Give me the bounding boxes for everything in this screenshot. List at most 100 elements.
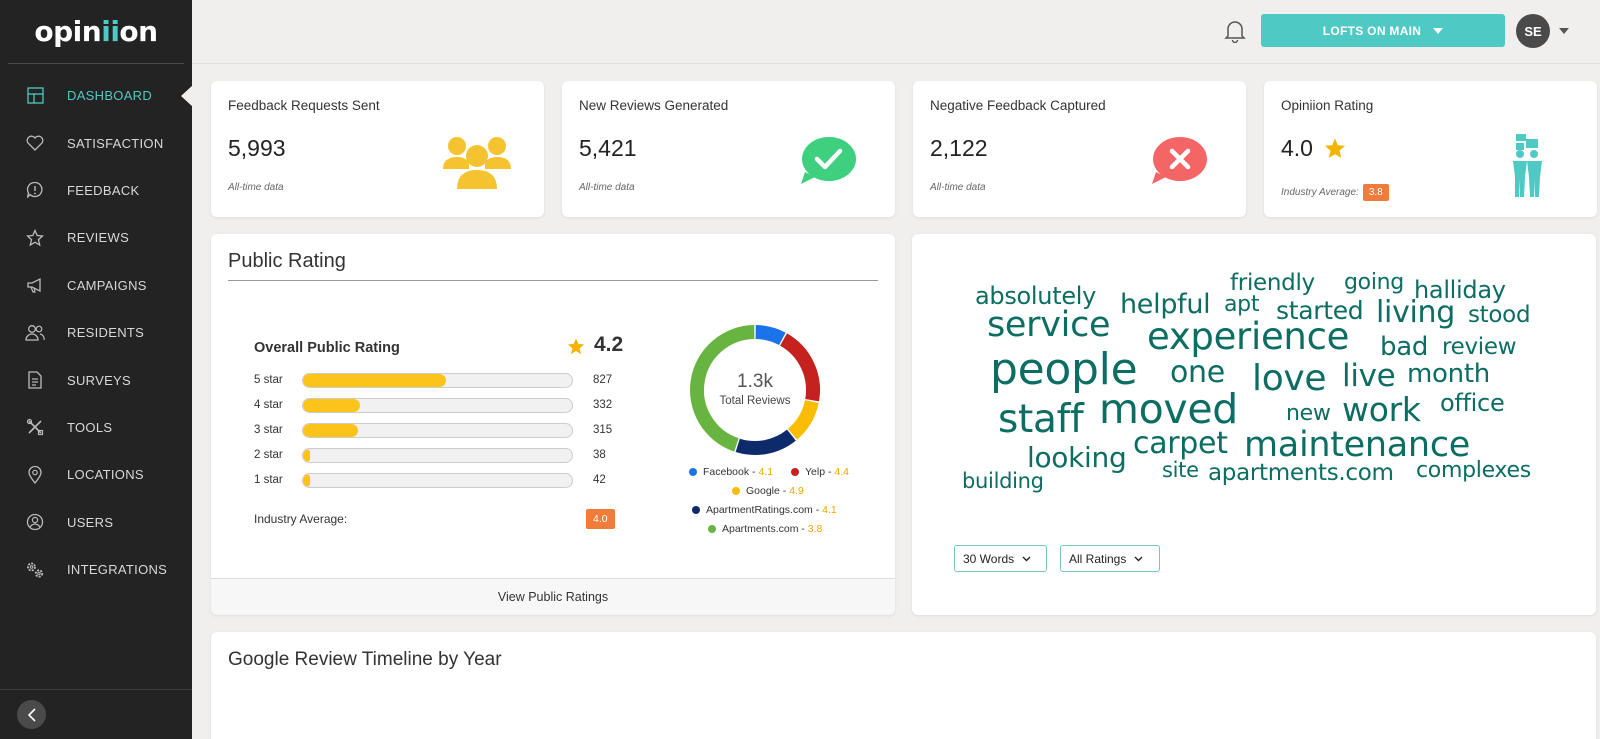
divider	[0, 689, 192, 690]
sidebar-item-tools[interactable]: TOOLS	[0, 404, 192, 451]
word-cloud-word[interactable]: halliday	[1414, 276, 1506, 304]
word-cloud-word[interactable]: work	[1342, 390, 1421, 429]
rating-bar-row: 4 star 332	[254, 397, 612, 413]
donut-segment-apartments-com[interactable]	[690, 325, 755, 452]
legend-label: ApartmentRatings.com	[706, 504, 813, 516]
word-cloud-word[interactable]: building	[962, 469, 1044, 493]
rating-bar-count: 332	[593, 399, 613, 411]
property-name: LOFTS ON MAIN	[1322, 23, 1422, 38]
avatar[interactable]: SE	[1516, 14, 1550, 48]
chevron-down-icon	[1134, 556, 1143, 561]
legend-rating: 4.1	[758, 466, 774, 478]
word-count-select[interactable]: 30 Words	[954, 545, 1047, 572]
legend-dot	[689, 468, 697, 476]
sidebar-item-locations[interactable]: LOCATIONS	[0, 451, 192, 498]
stat-card-negative-feedback: Negative Feedback Captured 2,122 All-tim…	[913, 81, 1246, 217]
word-cloud-word[interactable]: office	[1440, 389, 1505, 417]
rating-bar-row: 3 star 315	[254, 422, 612, 438]
people-icon	[25, 323, 45, 343]
word-cloud-word[interactable]: new	[1286, 401, 1331, 426]
word-cloud-word[interactable]: staff	[998, 397, 1084, 442]
legend-rating: 4.4	[834, 466, 850, 478]
word-cloud-word[interactable]: moved	[1099, 385, 1239, 433]
donut-segment-yelp[interactable]	[779, 333, 820, 402]
stat-value: 5,993	[228, 135, 286, 161]
word-cloud-word[interactable]: live	[1342, 358, 1396, 394]
document-icon	[25, 370, 45, 390]
word-cloud-word[interactable]: bad	[1380, 332, 1429, 362]
word-cloud-word[interactable]: looking	[1027, 441, 1127, 474]
word-cloud-word[interactable]: review	[1442, 334, 1517, 360]
sidebar-item-feedback[interactable]: FEEDBACK	[0, 167, 192, 214]
legend-rating: 3.8	[807, 523, 823, 535]
word-cloud-word[interactable]: month	[1407, 359, 1490, 389]
property-selector[interactable]: LOFTS ON MAIN	[1261, 14, 1505, 47]
view-public-ratings-button[interactable]: View Public Ratings	[211, 578, 895, 615]
rating-bar-label: 3 star	[254, 424, 283, 436]
word-cloud-word[interactable]: maintenance	[1244, 425, 1470, 465]
rating-bar-count: 315	[593, 424, 613, 436]
donut-segment-facebook[interactable]	[755, 325, 786, 346]
word-cloud-word[interactable]: people	[990, 344, 1138, 395]
rating-bar-label: 2 star	[254, 449, 283, 461]
sidebar-item-label: INTEGRATIONS	[67, 562, 168, 578]
rating-bar-count: 827	[593, 374, 613, 386]
topbar: LOFTS ON MAIN SE	[192, 0, 1600, 64]
legend-item: Google - 4.9	[732, 485, 804, 497]
gears-icon	[25, 560, 45, 580]
word-cloud-word[interactable]: experience	[1147, 315, 1350, 358]
legend-label: Google	[746, 485, 780, 497]
donut-segment-apartmentratings-com[interactable]	[735, 429, 796, 455]
sidebar-item-satisfaction[interactable]: SATISFACTION	[0, 119, 192, 166]
legend-dot	[708, 525, 716, 533]
rating-bar-fill	[303, 423, 358, 437]
word-cloud-word[interactable]: going	[1344, 270, 1404, 295]
word-cloud-word[interactable]: apt	[1224, 292, 1260, 317]
chat-alert-icon	[25, 180, 45, 200]
word-cloud-word[interactable]: site	[1162, 458, 1199, 482]
word-cloud-word[interactable]: friendly	[1230, 270, 1315, 296]
industry-average-badge: 4.0	[586, 509, 615, 529]
group-icon	[443, 134, 511, 194]
word-cloud-word[interactable]: helpful	[1120, 289, 1211, 320]
word-cloud-word[interactable]: one	[1170, 355, 1225, 390]
google-review-timeline-card: Google Review Timeline by Year	[211, 632, 1596, 739]
word-cloud-word[interactable]: complexes	[1416, 458, 1531, 483]
stat-subtitle: Industry Average: 3.8	[1281, 184, 1389, 201]
sidebar-item-dashboard[interactable]: DASHBOARD	[0, 72, 193, 119]
word-cloud-word[interactable]: absolutely	[975, 282, 1097, 310]
sidebar-item-reviews[interactable]: REVIEWS	[0, 214, 192, 261]
sidebar-item-residents[interactable]: RESIDENTS	[0, 309, 192, 356]
donut-center-label: Total Reviews	[720, 395, 791, 407]
legend-item: ApartmentRatings.com - 4.1	[692, 504, 837, 516]
stat-card-feedback-requests: Feedback Requests Sent 5,993 All-time da…	[211, 81, 544, 217]
word-cloud-word[interactable]: living	[1376, 295, 1456, 330]
word-cloud-word[interactable]: apartments.com	[1208, 460, 1394, 486]
user-circle-icon	[25, 512, 45, 532]
sidebar-item-campaigns[interactable]: CAMPAIGNS	[0, 262, 192, 309]
word-cloud-card: absolutely friendly going halliday helpf…	[912, 234, 1596, 615]
sidebar-item-users[interactable]: USERS	[0, 499, 192, 546]
stat-card-new-reviews: New Reviews Generated 5,421 All-time dat…	[562, 81, 895, 217]
sidebar-item-surveys[interactable]: SURVEYS	[0, 356, 192, 403]
notifications-bell-icon[interactable]	[1224, 19, 1246, 44]
word-cloud-word[interactable]: stood	[1468, 302, 1531, 328]
word-cloud-word[interactable]: carpet	[1133, 426, 1228, 461]
check-bubble-icon	[799, 136, 857, 191]
donut-segment-google[interactable]	[787, 399, 819, 440]
ratings-filter-select[interactable]: All Ratings	[1060, 545, 1160, 572]
user-menu-caret-icon[interactable]	[1559, 28, 1569, 34]
sidebar-item-integrations[interactable]: INTEGRATIONS	[0, 546, 192, 593]
sidebar-item-label: DASHBOARD	[67, 88, 153, 104]
word-cloud-word[interactable]: love	[1252, 358, 1327, 399]
collapse-sidebar-button[interactable]	[17, 700, 46, 729]
logo[interactable]: opiniion	[8, 0, 184, 64]
stat-title: Feedback Requests Sent	[228, 98, 380, 113]
word-cloud-word[interactable]: service	[987, 305, 1111, 345]
word-cloud-word[interactable]: started	[1276, 296, 1364, 325]
rating-bar-row: 1 star 42	[254, 472, 606, 488]
chevron-left-icon	[27, 707, 36, 722]
star-icon	[567, 338, 585, 360]
stat-value: 5,421	[579, 135, 637, 161]
sidebar: opiniion DASHBOARD SATISFACTION FEEDBACK…	[0, 0, 193, 739]
